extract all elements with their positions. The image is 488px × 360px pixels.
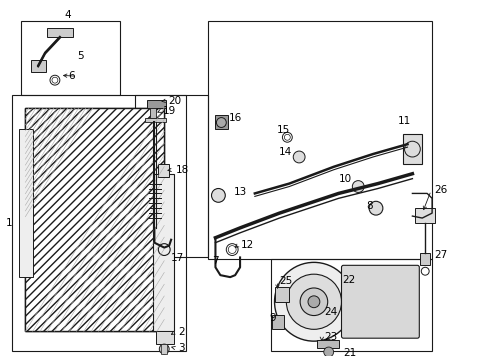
Text: 17: 17 [171, 253, 184, 264]
Circle shape [274, 262, 353, 341]
Text: 19: 19 [163, 106, 176, 116]
Text: 10: 10 [338, 174, 351, 184]
Bar [402, 134, 422, 164]
Circle shape [293, 151, 305, 163]
Text: 11: 11 [397, 116, 410, 126]
Bar [12, 95, 185, 351]
Text: 8: 8 [366, 201, 372, 211]
Text: 13: 13 [234, 188, 247, 197]
Circle shape [159, 344, 169, 354]
Bar [150, 108, 156, 118]
Circle shape [307, 296, 319, 308]
Bar [47, 28, 73, 37]
Bar [419, 252, 429, 265]
Bar [31, 60, 46, 72]
Bar [144, 118, 166, 122]
Bar [207, 21, 431, 260]
Bar [25, 108, 164, 331]
Text: 1: 1 [6, 218, 12, 228]
Bar [215, 114, 228, 129]
Text: 3: 3 [178, 343, 184, 353]
Text: 14: 14 [278, 147, 291, 157]
Text: 4: 4 [64, 10, 71, 20]
Text: 21: 21 [343, 348, 356, 358]
Bar [161, 344, 167, 354]
Circle shape [323, 347, 333, 357]
Circle shape [286, 274, 341, 329]
Text: 23: 23 [323, 332, 336, 342]
Bar [21, 21, 120, 95]
Circle shape [368, 201, 382, 215]
Bar [270, 260, 431, 351]
Circle shape [300, 288, 327, 316]
Bar [20, 129, 33, 277]
Bar [153, 174, 174, 331]
Circle shape [216, 118, 226, 127]
Text: 15: 15 [276, 125, 289, 135]
FancyBboxPatch shape [341, 265, 418, 338]
Text: 2: 2 [178, 327, 184, 337]
Bar [25, 108, 164, 331]
Bar [271, 315, 284, 329]
Bar [414, 208, 434, 223]
Text: 16: 16 [229, 113, 242, 123]
Text: 12: 12 [241, 240, 254, 249]
Text: 25: 25 [279, 276, 292, 286]
Bar [146, 100, 166, 108]
Text: 7: 7 [212, 256, 219, 266]
Bar [156, 331, 174, 344]
Bar [134, 95, 207, 257]
Bar [158, 164, 169, 177]
Bar [316, 340, 338, 348]
Text: 18: 18 [176, 165, 189, 175]
Circle shape [211, 189, 225, 202]
Text: 24: 24 [323, 307, 336, 316]
Text: 20: 20 [168, 96, 181, 106]
Text: 26: 26 [433, 185, 447, 195]
Text: 6: 6 [69, 71, 75, 81]
Circle shape [352, 181, 364, 193]
Bar [274, 287, 289, 302]
Text: 5: 5 [78, 50, 84, 60]
Text: 22: 22 [342, 275, 355, 285]
Text: 9: 9 [269, 312, 276, 323]
Text: 27: 27 [433, 251, 447, 261]
